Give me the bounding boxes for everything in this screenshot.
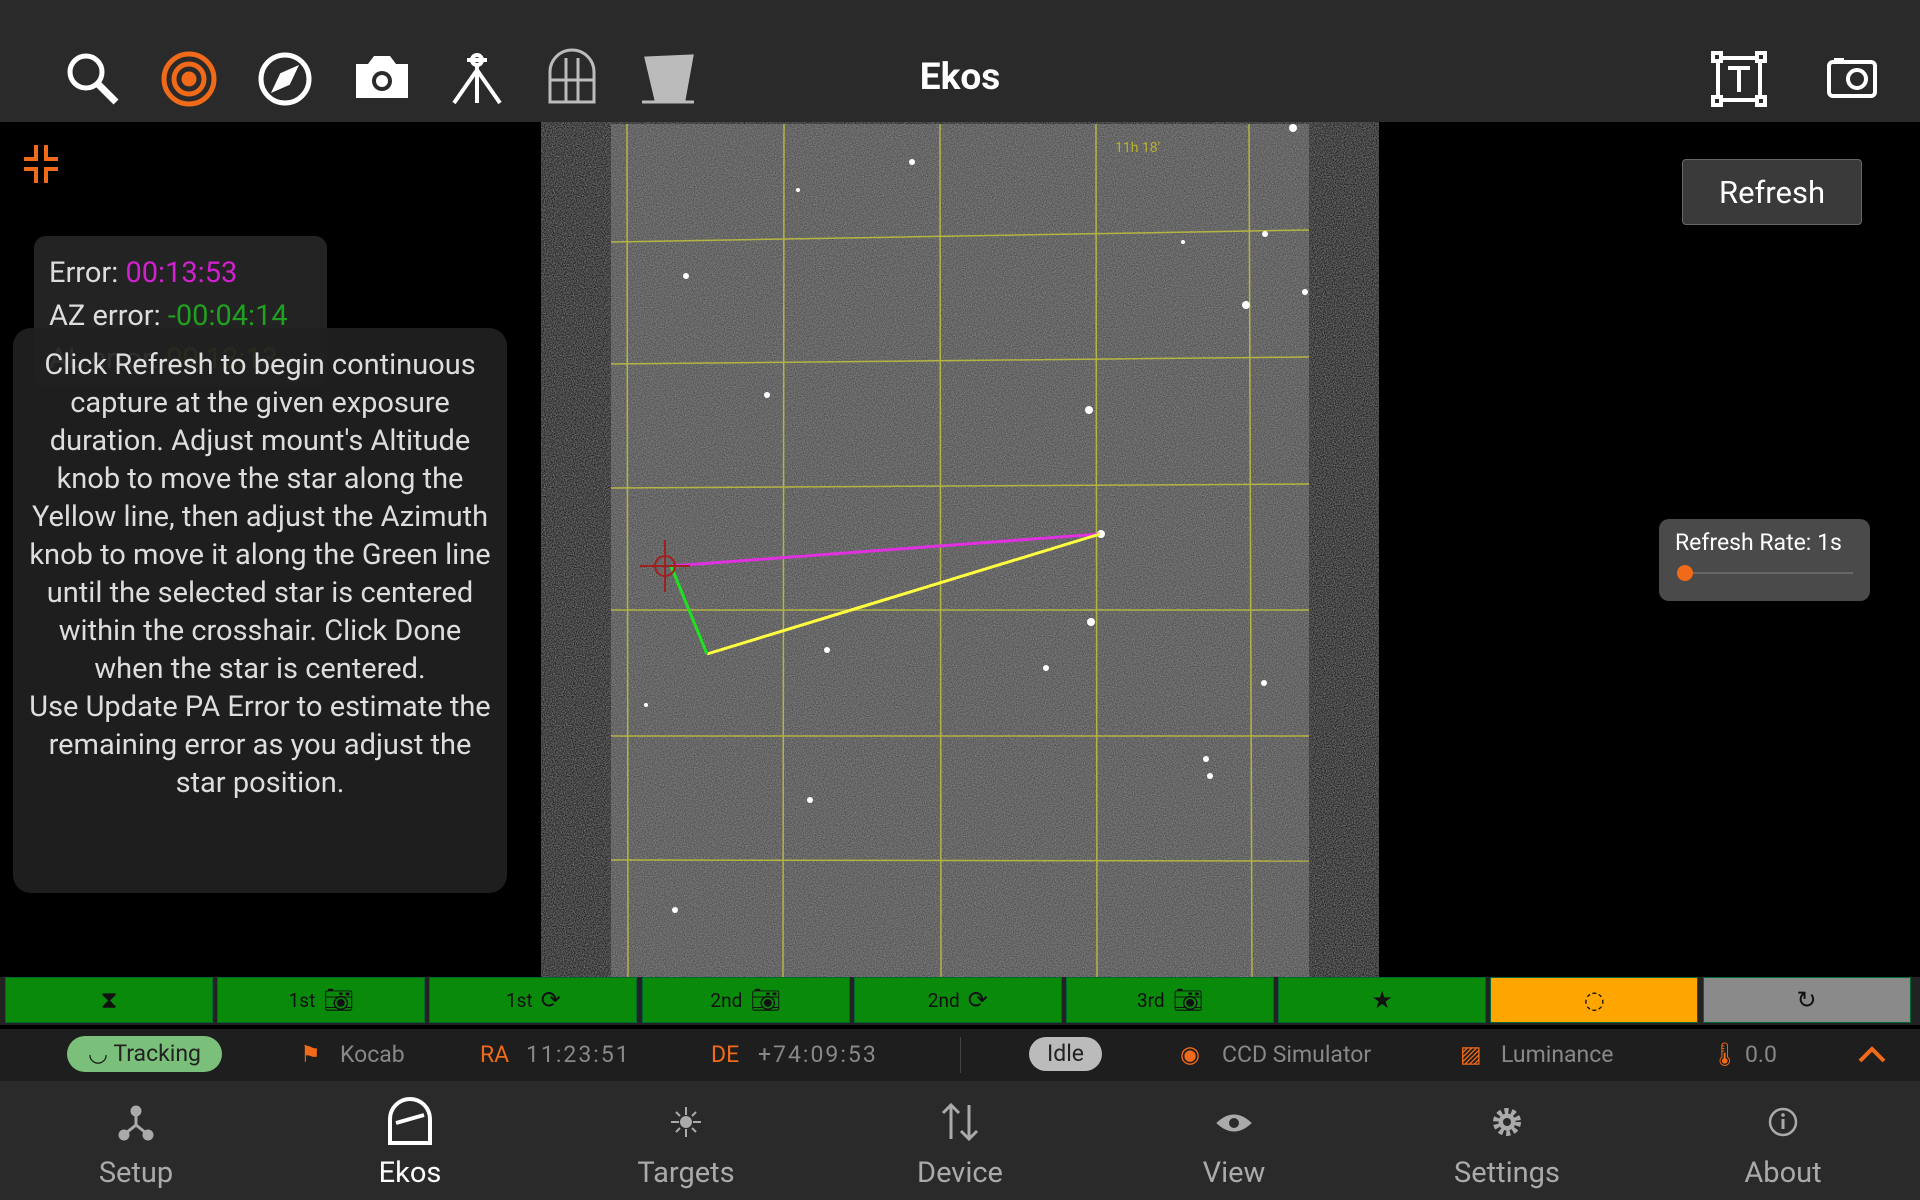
camera-icon: ◉ bbox=[1180, 1041, 1201, 1068]
step-icon: 📷︎ bbox=[750, 986, 781, 1014]
step-button[interactable]: 2nd 📷︎ bbox=[641, 977, 850, 1023]
refresh-rate-slider[interactable] bbox=[1675, 556, 1855, 586]
temperature: 0.0 bbox=[1745, 1041, 1777, 1068]
filter: Luminance bbox=[1501, 1041, 1614, 1068]
tracking: Tracking bbox=[113, 1040, 201, 1067]
crosshair bbox=[640, 540, 690, 592]
nav-icons bbox=[118, 1097, 1798, 1145]
azimuth-line bbox=[669, 565, 709, 655]
target: Kocab bbox=[340, 1041, 405, 1068]
instructions: Click Refresh to begin continuous captur… bbox=[13, 328, 507, 893]
device-icon[interactable] bbox=[941, 1102, 979, 1142]
settings-icon[interactable] bbox=[1493, 1108, 1521, 1136]
collapse-icon[interactable] bbox=[24, 145, 58, 183]
alignment-lines bbox=[640, 532, 1101, 656]
de: +74:09:53 bbox=[758, 1041, 878, 1068]
label: Error: bbox=[49, 256, 119, 290]
view-icon[interactable] bbox=[1216, 1114, 1252, 1132]
de-label: DE bbox=[711, 1041, 740, 1068]
value: 00:13:53 bbox=[125, 256, 238, 290]
instruction-text: Click Refresh to begin continuous captur… bbox=[29, 348, 491, 686]
nav-label[interactable]: Settings bbox=[1454, 1156, 1560, 1190]
step-label: 1st bbox=[505, 988, 533, 1012]
altitude-line bbox=[706, 532, 1101, 656]
refresh-button[interactable]: Refresh bbox=[1682, 159, 1862, 225]
mount-icon[interactable] bbox=[452, 53, 502, 105]
step-button[interactable]: 1st 📷︎ bbox=[217, 977, 426, 1023]
step-icon: ⟳ bbox=[967, 986, 988, 1014]
nav-label[interactable]: Device bbox=[917, 1156, 1003, 1190]
refresh-rate-panel: Refresh Rate: 1s bbox=[1659, 519, 1870, 601]
step-button[interactable]: 3rd 📷︎ bbox=[1066, 977, 1274, 1023]
step-icon: ⧗ bbox=[100, 986, 118, 1014]
search-icon[interactable] bbox=[67, 53, 119, 105]
label: AZ error: bbox=[49, 299, 161, 333]
text-icon[interactable] bbox=[1711, 51, 1767, 107]
step-icon: ↻ bbox=[1796, 986, 1817, 1014]
error-row: Error: 00:13:53 bbox=[49, 252, 327, 295]
nav-label[interactable]: Targets bbox=[637, 1156, 735, 1190]
step-button[interactable]: ↻ bbox=[1702, 977, 1911, 1023]
divider bbox=[960, 1037, 961, 1073]
dome-icon[interactable] bbox=[548, 48, 596, 104]
instruction-text: Use Update PA Error to estimate the rema… bbox=[29, 690, 491, 800]
grid-label: 11h 18' bbox=[1115, 140, 1160, 156]
step-button[interactable]: ◌ bbox=[1490, 977, 1699, 1023]
setup-icon[interactable] bbox=[118, 1105, 154, 1141]
expand-icon[interactable] bbox=[1856, 1043, 1888, 1067]
ra-label: RA bbox=[480, 1041, 510, 1068]
step-button[interactable]: ⧗ bbox=[5, 977, 213, 1023]
nav-label[interactable]: Setup bbox=[98, 1156, 174, 1190]
step-button[interactable]: ★ bbox=[1278, 977, 1487, 1023]
target-icon: ⚑ bbox=[300, 1041, 321, 1068]
ekos-icon[interactable] bbox=[388, 1097, 432, 1145]
filter-icon: ▨ bbox=[1460, 1041, 1482, 1068]
step-icon: 📷︎ bbox=[1172, 986, 1204, 1014]
state: Idle bbox=[1029, 1037, 1102, 1071]
align-icon[interactable] bbox=[161, 51, 217, 107]
nav-label[interactable]: Ekos bbox=[378, 1156, 442, 1190]
stars bbox=[644, 124, 1308, 913]
image-view: 11h 18' bbox=[24, 123, 1310, 977]
camera: CCD Simulator bbox=[1222, 1041, 1372, 1068]
targets-icon[interactable] bbox=[671, 1107, 701, 1137]
top-bar: Ekos bbox=[0, 0, 1920, 122]
guide-icon[interactable] bbox=[258, 52, 312, 106]
toolbar-icons bbox=[67, 48, 1877, 107]
sky-noise bbox=[611, 124, 1309, 977]
screenshot-icon[interactable] bbox=[1827, 58, 1877, 98]
step-icon: ⟳ bbox=[540, 986, 561, 1014]
step-label: 2nd bbox=[927, 988, 960, 1012]
coordinate-grid bbox=[610, 123, 1310, 977]
status-bar: ◡ Tracking ⚑ Kocab RA 11:23:51 DE +74:09… bbox=[0, 1029, 1920, 1081]
nav-label[interactable]: About bbox=[1744, 1156, 1822, 1190]
step-label: 3rd bbox=[1136, 988, 1165, 1012]
value: -00:04:14 bbox=[167, 299, 288, 333]
temperature-icon: 🌡︎ bbox=[1710, 1041, 1740, 1068]
az-row: AZ error: -00:04:14 bbox=[49, 295, 327, 338]
step-button[interactable]: 2nd ⟳ bbox=[853, 977, 1062, 1023]
nav-label[interactable]: View bbox=[1202, 1156, 1266, 1190]
step-icon: 📷︎ bbox=[323, 986, 354, 1014]
refresh-rate-label: Refresh Rate: 1s bbox=[1675, 529, 1842, 556]
tracking-pill: ◡ Tracking bbox=[67, 1036, 222, 1072]
step-label: 2nd bbox=[710, 988, 743, 1012]
step-icon: ★ bbox=[1371, 986, 1393, 1014]
step-label: 1st bbox=[288, 988, 316, 1012]
error-line bbox=[670, 532, 1101, 568]
title: Ekos bbox=[919, 56, 1001, 99]
ra: 11:23:51 bbox=[526, 1041, 631, 1068]
about-icon[interactable] bbox=[1768, 1107, 1798, 1137]
step-bar: ⧗ 1st 📷︎ 1st ⟳ 2nd 📷︎ 2nd ⟳ 3rd 📷︎ ★ ◌ ↻ bbox=[0, 977, 1920, 1025]
step-icon: ◌ bbox=[1583, 986, 1605, 1014]
bottom-nav: Setup Ekos Targets Device View Settings About bbox=[0, 1081, 1920, 1200]
dust-cap-icon[interactable] bbox=[642, 54, 694, 104]
step-button[interactable]: 1st ⟳ bbox=[429, 977, 638, 1023]
capture-icon[interactable] bbox=[356, 56, 408, 98]
